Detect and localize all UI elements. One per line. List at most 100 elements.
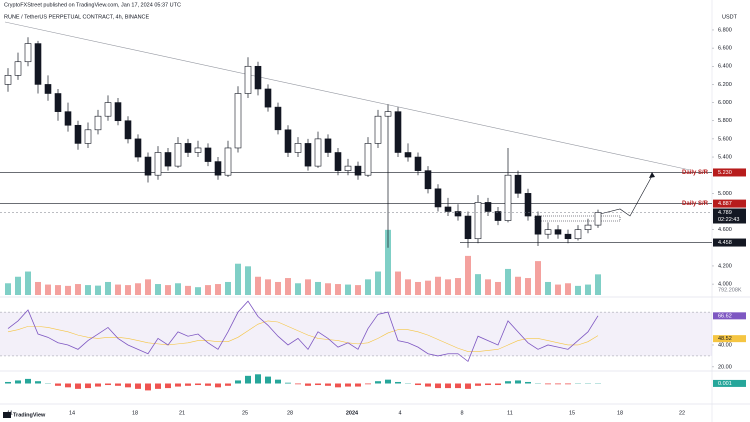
macd-bar	[155, 383, 161, 389]
volume-bar	[525, 278, 531, 295]
volume-bar	[75, 284, 81, 295]
volume-bar	[445, 279, 451, 295]
candle-body	[534, 215, 542, 235]
volume-bar	[505, 268, 511, 295]
macd-bar	[15, 380, 21, 384]
candle-body	[44, 84, 52, 94]
candle-body	[184, 143, 192, 153]
macd-bar	[295, 383, 301, 385]
candle-body	[364, 143, 372, 176]
rsi-tick-label: 20.00	[718, 364, 732, 370]
macd-bar	[485, 383, 491, 386]
candle-body	[84, 129, 92, 144]
candle-body	[444, 206, 452, 212]
footer: TradingView	[13, 412, 46, 418]
candle-body	[114, 102, 122, 122]
candle-body	[324, 138, 332, 153]
volume-bar	[245, 266, 251, 295]
x-tick-label: 28	[287, 410, 293, 416]
y-tick-label: 4.600	[718, 227, 732, 233]
volume-bar	[25, 271, 31, 295]
volume-bar	[595, 274, 601, 295]
level-name: Daily S/R	[682, 201, 709, 207]
volume-bar	[475, 274, 481, 295]
macd-bar	[95, 383, 101, 387]
candle-body	[254, 65, 262, 90]
macd-bar	[245, 375, 251, 384]
macd-bar	[125, 383, 131, 388]
candle-body	[244, 65, 252, 94]
candle-body	[124, 120, 132, 140]
volume-bar	[545, 281, 551, 295]
volume-bar	[225, 281, 231, 295]
macd-bar	[175, 383, 181, 387]
volume-bar	[155, 284, 161, 295]
x-tick-label: 2024	[346, 410, 359, 416]
level-tag	[713, 238, 746, 247]
volume-bar	[35, 281, 41, 295]
candle-body	[314, 138, 322, 167]
macd-bar	[395, 381, 401, 384]
macd-bar	[465, 383, 471, 389]
volume-bar	[485, 279, 491, 295]
y-tick-label: 6.000	[718, 100, 732, 106]
candle-body	[354, 165, 362, 176]
volume-bar	[565, 283, 571, 295]
y-tick-label: 6.400	[718, 64, 732, 70]
volume-bar	[65, 285, 71, 295]
rsi-value: 66.62	[718, 313, 732, 319]
macd-bar	[435, 383, 441, 389]
macd-bar	[315, 383, 321, 386]
candle-body	[224, 147, 232, 176]
candle-body	[564, 233, 572, 240]
publisher: CryptoFXStreet published on TradingView.…	[4, 2, 181, 8]
macd-bar	[325, 383, 331, 386]
volume-bar	[165, 285, 171, 295]
volume-bar	[105, 281, 111, 295]
macd-bar	[115, 383, 121, 386]
y-tick-label: 5.400	[718, 154, 732, 160]
x-tick-label: 8	[460, 410, 463, 416]
candle-body	[194, 147, 202, 153]
volume-bar	[365, 279, 371, 295]
candle-body	[274, 106, 282, 131]
macd-bar	[345, 383, 351, 387]
macd-bar	[445, 383, 451, 389]
x-tick-label: 11	[507, 410, 513, 416]
candle-body	[524, 193, 532, 217]
volume-bar	[495, 281, 501, 295]
y-tick-label: 4.200	[718, 263, 732, 269]
macd-bar	[265, 376, 271, 384]
y-tick-label: 6.200	[718, 82, 732, 88]
volume-bar	[415, 281, 421, 295]
macd-bar	[455, 383, 461, 389]
macd-bar	[75, 383, 81, 389]
macd-bar	[495, 383, 501, 386]
macd-bar	[55, 383, 61, 386]
candle-body	[394, 111, 402, 153]
rsi-line	[7, 300, 599, 363]
macd-bar	[285, 382, 291, 384]
candle-body	[284, 129, 292, 153]
resistance-box	[534, 215, 621, 222]
candle-body	[104, 102, 112, 117]
candle-body	[64, 111, 72, 126]
macd-bar	[505, 381, 511, 384]
macd-bar	[185, 383, 191, 386]
macd-bar	[305, 383, 311, 386]
volume-bar	[115, 284, 121, 295]
macd-bar	[235, 380, 241, 384]
volume-bar	[305, 279, 311, 295]
candle-body	[74, 124, 82, 144]
volume-bar	[275, 281, 281, 295]
candle-body	[204, 147, 212, 162]
candle-body	[424, 170, 432, 190]
macd-bar	[255, 374, 261, 384]
countdown: 02:22:43	[718, 217, 739, 223]
macd-bar	[385, 379, 391, 384]
y-tick-label: 4.000	[718, 282, 732, 288]
candle-body	[174, 143, 182, 167]
volume-bar	[395, 271, 401, 295]
volume-bar	[535, 261, 541, 295]
x-tick-label: 4	[398, 410, 401, 416]
